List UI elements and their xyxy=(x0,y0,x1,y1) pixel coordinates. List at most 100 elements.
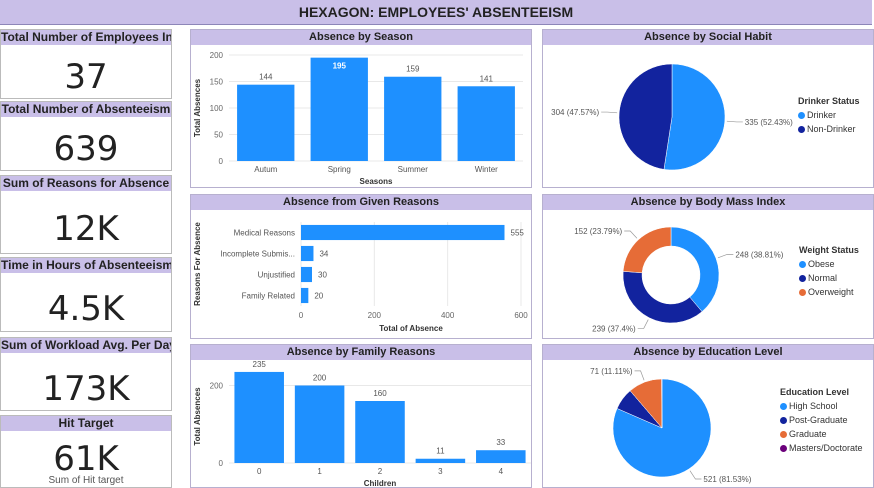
season-bar-chart: 0 50 100 150 200 144 Autum 195 Spring 159 Summer 14… xyxy=(193,51,523,186)
legend-item-high-school[interactable]: High School xyxy=(780,401,863,411)
chart-title: Absence by Body Mass Index xyxy=(543,195,873,210)
pie-slice xyxy=(618,63,673,170)
y-tick-label: 150 xyxy=(210,78,224,87)
kpi-value: 37 xyxy=(64,57,108,97)
legend-label: Normal xyxy=(808,273,838,283)
bar xyxy=(476,450,526,463)
x-tick-label: Spring xyxy=(328,165,351,174)
bar xyxy=(294,385,345,463)
x-tick-label: 0 xyxy=(299,311,304,320)
legend-item-graduate[interactable]: Graduate xyxy=(780,429,863,439)
data-label: 11 xyxy=(436,447,445,456)
kpi-value: 4.5K xyxy=(47,289,125,329)
kpi-card-reasons: Sum of Reasons for Absence 12K xyxy=(0,175,172,254)
data-label: 34 xyxy=(319,250,328,259)
pie-slice xyxy=(663,63,726,171)
bar xyxy=(301,287,309,304)
pie-slice xyxy=(622,226,672,274)
legend-label: High School xyxy=(789,401,838,411)
panel-absence-by-season: Absence by Season 0 50 100 150 200 144 Autum 19… xyxy=(190,29,532,188)
legend-item-drinker[interactable]: Drinker xyxy=(798,110,860,120)
bar xyxy=(384,76,442,161)
x-tick-label: 2 xyxy=(378,467,383,476)
y-tick-label: Family Related xyxy=(242,292,295,301)
legend-title: Weight Status xyxy=(799,245,859,255)
x-tick-label: 0 xyxy=(257,467,262,476)
legend-education-level: Education Level High School Post-Graduat… xyxy=(780,387,863,457)
x-tick-label: 3 xyxy=(438,467,443,476)
y-axis-label: Reasons For Absence xyxy=(193,222,202,306)
legend-title: Education Level xyxy=(780,387,850,397)
y-tick-label: Medical Reasons xyxy=(234,229,295,238)
data-label: 30 xyxy=(318,271,327,280)
data-label: 20 xyxy=(314,292,323,301)
x-tick-label: Autum xyxy=(254,165,277,174)
social-habit-pie-chart: 335 (52.43%) 304 (47.57%) xyxy=(551,63,793,171)
legend-weight-status: Weight Status Obese Normal Overweight xyxy=(799,245,859,301)
data-label: 555 xyxy=(511,229,525,238)
kpi-card-hours: Time in Hours of Absenteeism 4.5K xyxy=(0,257,172,332)
x-tick-label: 600 xyxy=(514,311,528,320)
leader-line xyxy=(717,253,734,259)
chart-title: Absence by Education Level xyxy=(543,345,873,360)
y-tick-label: 200 xyxy=(210,382,224,391)
kpi-card-employees: Total Number of Employees Info 37 xyxy=(0,29,172,99)
bar xyxy=(457,86,515,161)
legend-item-overweight[interactable]: Overweight xyxy=(799,287,859,297)
data-label: 160 xyxy=(373,389,387,398)
bmi-donut-chart: 248 (38.81%) 239 (37.4%) 152 (23.79%) xyxy=(574,226,784,333)
bar xyxy=(301,266,312,283)
data-label: 248 (38.81%) xyxy=(735,250,783,259)
data-label: 521 (81.53%) xyxy=(703,475,751,484)
chart-title: Absence by Family Reasons xyxy=(191,345,531,360)
y-tick-label: 200 xyxy=(210,51,224,60)
kpi-label: Total Number of Absenteeism xyxy=(1,102,171,117)
legend-drinker-status: Drinker Status Drinker Non-Drinker xyxy=(798,96,860,138)
kpi-value: 61K xyxy=(53,439,119,479)
panel-absence-by-bmi: Absence by Body Mass Index 248 (38.81%) 2… xyxy=(542,194,874,339)
x-tick-label: 4 xyxy=(499,467,504,476)
data-label: 141 xyxy=(480,74,494,83)
data-label: 239 (37.4%) xyxy=(592,324,636,333)
legend-label: Obese xyxy=(808,259,835,269)
leader-line xyxy=(634,370,645,381)
bar xyxy=(415,458,466,463)
kpi-label: Time in Hours of Absenteeism xyxy=(1,258,171,273)
kpi-value: 12K xyxy=(53,209,119,249)
leader-line xyxy=(689,470,702,480)
data-label: 159 xyxy=(406,65,420,74)
panel-absence-by-education: Absence by Education Level 521 (81.53%) 7… xyxy=(542,344,874,488)
legend-item-obese[interactable]: Obese xyxy=(799,259,859,269)
legend-dot xyxy=(799,274,806,282)
data-label: 304 (47.57%) xyxy=(551,108,599,117)
legend-item-masters-doctorate[interactable]: Masters/Doctorate xyxy=(780,443,863,453)
bar xyxy=(310,57,368,161)
bar xyxy=(234,371,284,463)
data-label: 71 (11.11%) xyxy=(590,367,633,376)
legend-dot xyxy=(798,125,805,133)
y-tick-label: Unjustified xyxy=(258,271,295,280)
y-tick-label: 50 xyxy=(214,131,223,140)
legend-item-non-drinker[interactable]: Non-Drinker xyxy=(798,124,860,134)
legend-dot xyxy=(780,444,787,452)
kpi-value: 173K xyxy=(42,369,130,409)
x-tick-label: 200 xyxy=(368,311,382,320)
x-tick-label: Summer xyxy=(398,165,429,174)
x-axis-label: Seasons xyxy=(360,177,393,186)
leader-line xyxy=(637,319,649,329)
data-label: 33 xyxy=(496,438,505,447)
kpi-subtitle: Sum of Hit target xyxy=(48,475,124,486)
chart-title: Absence by Social Habit xyxy=(543,30,873,45)
kpi-card-workload: Sum of Workload Avg. Per Day 173K xyxy=(0,337,172,411)
panel-absence-from-reasons: Absence from Given Reasons 0 200 400 600 555… xyxy=(190,194,532,339)
dashboard-title: HEXAGON: EMPLOYEES' ABSENTEEISM xyxy=(0,0,872,25)
legend-dot xyxy=(780,430,787,438)
x-tick-label: Winter xyxy=(475,165,498,174)
y-axis-label: Total Absences xyxy=(193,78,202,137)
legend-item-post-graduate[interactable]: Post-Graduate xyxy=(780,415,863,425)
legend-item-normal[interactable]: Normal xyxy=(799,273,859,283)
y-axis-label: Total Absences xyxy=(193,387,202,446)
legend-dot xyxy=(799,260,806,268)
data-label: 200 xyxy=(313,374,327,383)
legend-label: Non-Drinker xyxy=(807,124,856,134)
